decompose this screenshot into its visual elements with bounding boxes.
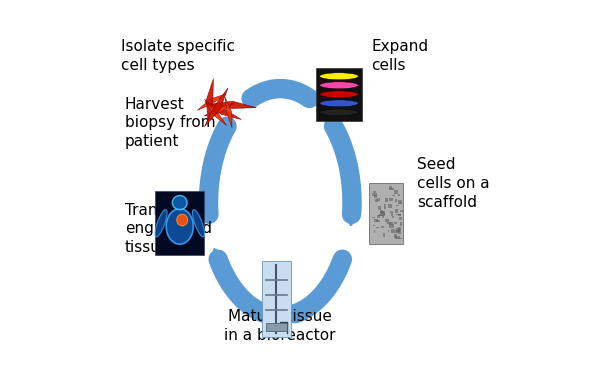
Bar xyxy=(394,234,398,238)
Bar xyxy=(399,194,401,196)
Bar xyxy=(381,226,384,228)
Bar xyxy=(395,209,398,212)
Ellipse shape xyxy=(320,100,358,107)
Bar xyxy=(370,183,404,244)
Polygon shape xyxy=(198,94,226,110)
Bar xyxy=(396,204,399,206)
Bar xyxy=(389,186,391,189)
Bar xyxy=(400,222,402,226)
Bar xyxy=(379,214,381,217)
Bar xyxy=(399,202,401,204)
Ellipse shape xyxy=(320,73,358,80)
Bar xyxy=(394,222,398,224)
Polygon shape xyxy=(210,249,226,262)
Bar xyxy=(389,188,393,190)
Bar xyxy=(378,220,380,222)
Bar xyxy=(399,217,402,220)
Bar xyxy=(375,199,378,202)
Ellipse shape xyxy=(320,82,358,89)
Bar xyxy=(389,224,393,228)
Bar xyxy=(374,219,378,222)
Bar xyxy=(398,200,402,204)
Polygon shape xyxy=(205,102,241,120)
Bar xyxy=(391,229,395,233)
Bar xyxy=(391,213,393,215)
Bar xyxy=(395,190,398,194)
Bar xyxy=(396,214,401,215)
Ellipse shape xyxy=(320,109,358,116)
Bar xyxy=(376,220,379,222)
Bar xyxy=(398,214,401,216)
Bar xyxy=(372,193,377,196)
Bar xyxy=(262,261,291,337)
Bar xyxy=(385,198,388,202)
Polygon shape xyxy=(205,99,227,126)
Polygon shape xyxy=(343,214,360,226)
Bar xyxy=(383,211,385,215)
Ellipse shape xyxy=(177,214,188,226)
Bar xyxy=(398,227,401,230)
Bar xyxy=(395,236,397,239)
Text: Isolate specific
cell types: Isolate specific cell types xyxy=(121,39,235,73)
Bar xyxy=(398,238,402,240)
Ellipse shape xyxy=(166,209,193,244)
Polygon shape xyxy=(225,97,232,128)
Bar xyxy=(384,204,386,209)
Bar xyxy=(390,222,393,225)
Ellipse shape xyxy=(155,210,167,237)
Bar xyxy=(385,219,388,222)
Ellipse shape xyxy=(320,91,358,98)
Polygon shape xyxy=(304,91,319,105)
Text: Transplant
engineered
tissue: Transplant engineered tissue xyxy=(125,203,211,255)
Bar xyxy=(316,68,362,121)
Ellipse shape xyxy=(172,196,187,210)
Bar xyxy=(391,194,395,196)
Bar xyxy=(387,222,391,224)
Bar xyxy=(377,215,380,219)
Bar xyxy=(376,227,379,228)
Text: Harvest
biopsy from
patient: Harvest biopsy from patient xyxy=(125,97,215,149)
Bar xyxy=(395,230,399,233)
Bar xyxy=(397,236,400,239)
Ellipse shape xyxy=(193,210,205,237)
Bar xyxy=(373,191,376,193)
Polygon shape xyxy=(204,103,234,116)
Bar xyxy=(388,204,391,208)
Polygon shape xyxy=(208,101,256,108)
Bar xyxy=(375,195,377,199)
Text: Expand
cells: Expand cells xyxy=(371,39,428,73)
Bar xyxy=(390,211,393,212)
Text: Mature tissue
in a bioreactor: Mature tissue in a bioreactor xyxy=(224,309,336,343)
Bar xyxy=(382,215,384,218)
Bar xyxy=(388,230,390,232)
Polygon shape xyxy=(204,88,228,127)
Bar xyxy=(372,217,375,218)
Bar xyxy=(380,210,384,214)
Bar xyxy=(389,198,393,201)
Bar xyxy=(379,206,381,210)
Polygon shape xyxy=(284,306,298,322)
Bar xyxy=(381,211,384,213)
Bar xyxy=(398,230,401,234)
Bar xyxy=(266,323,287,331)
Bar xyxy=(396,228,400,232)
Polygon shape xyxy=(207,79,213,122)
Bar xyxy=(378,215,382,216)
Polygon shape xyxy=(219,117,235,131)
Bar xyxy=(383,233,385,238)
Bar xyxy=(155,191,204,256)
Bar xyxy=(400,210,403,212)
Bar xyxy=(377,198,380,201)
Bar xyxy=(373,225,375,226)
Bar xyxy=(392,215,394,218)
Bar xyxy=(381,213,385,216)
Bar xyxy=(395,199,397,202)
Text: Seed
cells on a
scaffold: Seed cells on a scaffold xyxy=(417,157,490,209)
Bar xyxy=(374,230,376,233)
